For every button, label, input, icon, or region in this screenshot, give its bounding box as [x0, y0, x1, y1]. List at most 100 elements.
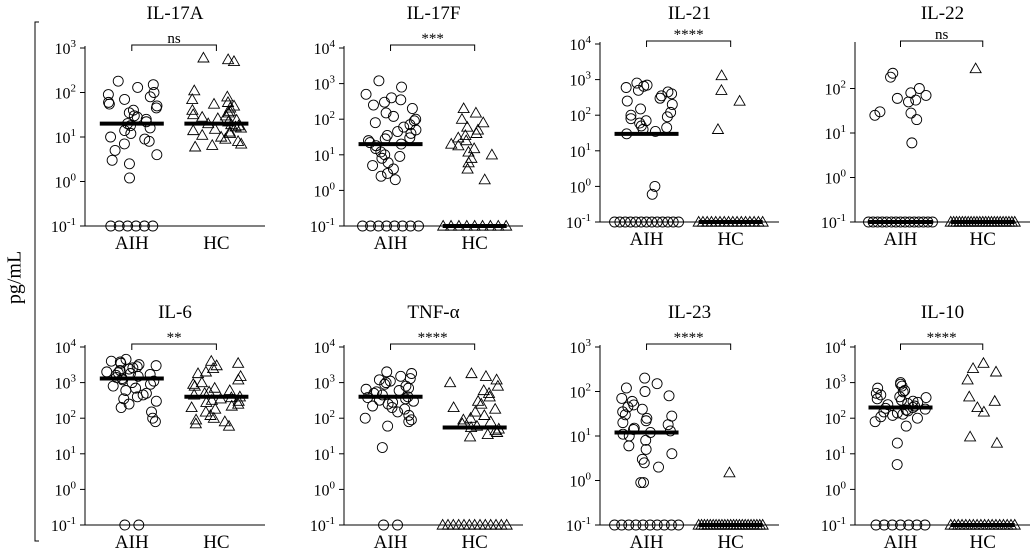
data-point: [115, 402, 127, 413]
y-tick-label: 102: [314, 408, 336, 428]
data-point: [886, 519, 898, 531]
data-point: [119, 93, 131, 105]
data-point: [470, 419, 484, 431]
data-point: [373, 75, 385, 87]
data-point: [379, 149, 391, 161]
significance-bracket: [646, 40, 732, 47]
significance-bracket: [646, 343, 732, 350]
data-point: [406, 103, 418, 114]
data-point: [124, 172, 135, 184]
data-point: [365, 220, 376, 232]
data-point: [223, 101, 237, 113]
data-point: [376, 442, 388, 453]
data-point: [489, 518, 503, 530]
data-point: [452, 139, 465, 151]
y-tick-label: 100: [55, 172, 77, 192]
data-point: [396, 81, 408, 93]
data-point: [891, 437, 903, 449]
data-point: [488, 402, 502, 414]
data-point: [119, 519, 131, 531]
significance-label: ns: [167, 31, 181, 47]
y-tick-label: 100: [570, 471, 592, 491]
data-point: [405, 127, 417, 139]
significance-label: ****: [674, 330, 704, 346]
data-point: [657, 216, 668, 228]
data-point: [723, 466, 736, 478]
data-point: [202, 385, 216, 397]
data-point: [869, 416, 881, 428]
data-point: [463, 430, 477, 442]
data-point: [630, 519, 642, 531]
data-point: [906, 137, 918, 149]
y-tick-label: 10-1: [566, 212, 591, 232]
data-point: [380, 377, 392, 389]
data-point: [479, 369, 493, 381]
data-point: [630, 216, 642, 228]
data-point: [962, 390, 976, 402]
data-point: [148, 375, 160, 387]
data-point: [625, 216, 636, 228]
data-point: [640, 443, 652, 455]
chart-7: IL-10 10-1 100 101 102 103 104 AIH HC ****: [821, 302, 1030, 553]
data-point: [397, 220, 408, 232]
data-point: [205, 393, 219, 405]
data-point: [990, 436, 1004, 448]
data-point: [869, 109, 881, 121]
data-point: [148, 87, 160, 98]
data-point: [208, 381, 221, 393]
y-tick-label: 100: [314, 180, 336, 200]
y-tick-label: 100: [55, 479, 77, 499]
data-point: [147, 220, 159, 232]
data-point: [207, 411, 221, 423]
data-point: [186, 103, 199, 115]
data-point: [491, 379, 505, 391]
data-point: [903, 519, 915, 531]
data-point: [231, 397, 245, 409]
data-point: [617, 417, 629, 429]
data-point: [205, 138, 219, 150]
data-point: [467, 142, 481, 154]
data-point: [105, 355, 117, 367]
data-point: [384, 375, 396, 387]
data-point: [185, 92, 199, 104]
data-point: [369, 117, 381, 129]
data-point: [662, 419, 674, 431]
data-point: [359, 412, 371, 424]
y-tick-label: 101: [570, 426, 592, 446]
data-point: [232, 394, 245, 406]
x-tick-label: AIH: [884, 229, 918, 250]
data-point: [399, 403, 411, 415]
data-point: [443, 376, 457, 388]
chart-title: IL-21: [668, 3, 711, 24]
chart-3: IL-22 10-1 100 101 102 AIH HC ns: [821, 3, 1030, 250]
data-point: [911, 114, 923, 126]
data-point: [969, 62, 982, 74]
y-tick-label: 103: [314, 373, 336, 393]
chart-5: TNF-α 10-1 100 101 102 103 104 AIH HC ****: [310, 302, 523, 553]
data-point: [961, 373, 974, 385]
data-point: [125, 128, 137, 139]
data-point: [447, 401, 460, 413]
data-point: [232, 373, 245, 385]
significance-label: **: [167, 330, 182, 346]
data-point: [191, 367, 205, 379]
data-point: [715, 69, 728, 81]
data-point: [666, 448, 678, 460]
y-tick-label: 104: [825, 337, 847, 357]
data-point: [919, 519, 931, 531]
data-point: [206, 362, 220, 374]
data-point: [113, 220, 125, 232]
data-point: [147, 79, 159, 91]
data-point: [395, 94, 407, 106]
data-point: [382, 420, 394, 432]
chart-4: IL-6 10-1 100 101 102 103 104 AIH HC **: [51, 302, 265, 553]
data-point: [231, 356, 245, 368]
data-point: [382, 398, 394, 410]
data-point: [187, 84, 201, 96]
data-point: [478, 173, 491, 185]
data-point: [658, 519, 670, 531]
data-point: [461, 162, 474, 174]
data-point: [137, 389, 149, 401]
data-point: [635, 216, 647, 228]
significance-label: ns: [935, 27, 949, 43]
